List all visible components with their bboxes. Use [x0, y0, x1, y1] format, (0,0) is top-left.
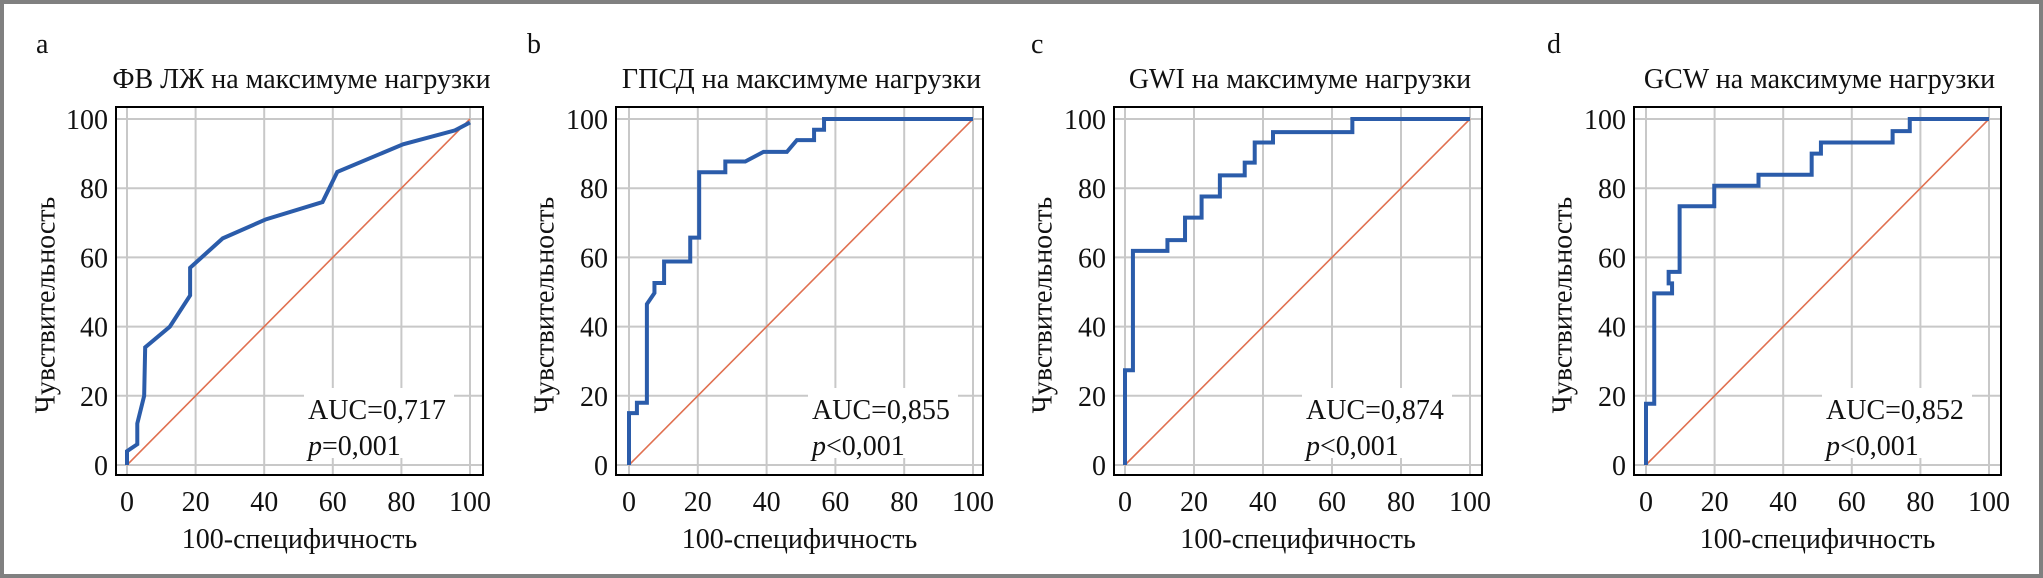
p-symbol: p — [810, 431, 826, 462]
p-value: <0,001 — [826, 431, 905, 462]
roc-figure: aФВ ЛЖ на максимуме нагрузки002020404060… — [30, 29, 2010, 555]
p-value-label: p<0,001 — [1824, 431, 1919, 462]
annotation-background — [1822, 388, 1972, 458]
chart-title: ФВ ЛЖ на максимуме нагрузки — [112, 64, 490, 95]
y-tick-label: 40 — [580, 313, 608, 344]
roc-curve — [1123, 117, 1470, 465]
auc-label: AUC=0,874 — [1306, 395, 1444, 426]
axes-box — [615, 106, 984, 476]
y-tick-label: 60 — [1078, 243, 1106, 274]
y-axis-label: Чувствительность — [30, 197, 61, 414]
x-tick-label: 0 — [622, 487, 636, 518]
annotation-background — [1302, 388, 1452, 458]
x-axis-label: 100-специфичность — [182, 524, 417, 555]
p-value-label: p<0,001 — [1304, 431, 1399, 462]
auc-label: AUC=0,852 — [1826, 395, 1964, 426]
panel-letter: d — [1547, 29, 1561, 60]
roc-curve — [125, 120, 471, 465]
y-tick-label: 100 — [1064, 105, 1106, 136]
p-value: <0,001 — [1840, 431, 1919, 462]
x-axis-label: 100-специфичность — [1180, 524, 1415, 555]
p-symbol: p — [1824, 431, 1840, 462]
panel-letter: c — [1031, 29, 1043, 60]
y-tick-label: 20 — [1598, 382, 1626, 413]
x-axis-label: 100-специфичность — [682, 524, 917, 555]
y-tick-label: 0 — [594, 451, 608, 482]
y-tick-label: 0 — [94, 451, 108, 482]
x-tick-label: 80 — [890, 487, 918, 518]
panel-letter: a — [36, 29, 49, 60]
x-tick-label: 80 — [1906, 487, 1934, 518]
y-tick-label: 60 — [580, 243, 608, 274]
y-tick-label: 60 — [80, 243, 108, 274]
y-tick-label: 80 — [580, 174, 608, 205]
y-tick-label: 40 — [1078, 313, 1106, 344]
y-axis-label: Чувствительность — [1027, 197, 1058, 414]
reference-diagonal-line — [1124, 118, 1471, 466]
y-tick-label: 20 — [580, 382, 608, 413]
x-tick-label: 40 — [753, 487, 781, 518]
roc-curve — [627, 117, 973, 465]
x-tick-label: 100 — [449, 487, 491, 518]
y-tick-label: 60 — [1598, 243, 1626, 274]
x-tick-label: 100 — [952, 487, 994, 518]
y-tick-label: 40 — [80, 313, 108, 344]
y-tick-label: 0 — [1612, 451, 1626, 482]
x-tick-label: 60 — [1838, 487, 1866, 518]
x-tick-label: 100 — [1449, 487, 1491, 518]
y-tick-label: 100 — [566, 105, 608, 136]
auc-label: AUC=0,717 — [308, 395, 446, 426]
x-tick-label: 20 — [182, 487, 210, 518]
reference-diagonal-line — [126, 118, 471, 466]
x-tick-label: 20 — [1180, 487, 1208, 518]
annotation-background — [808, 388, 958, 458]
chart-title: GCW на максимуме нагрузки — [1644, 64, 1995, 95]
auc-label: AUC=0,855 — [812, 395, 950, 426]
reference-diagonal-line — [1645, 118, 1990, 466]
x-tick-label: 0 — [1639, 487, 1653, 518]
x-tick-label: 40 — [250, 487, 278, 518]
y-tick-label: 0 — [1092, 451, 1106, 482]
x-tick-label: 0 — [120, 487, 134, 518]
y-tick-label: 20 — [1078, 382, 1106, 413]
p-value: =0,001 — [322, 431, 401, 462]
x-tick-label: 20 — [684, 487, 712, 518]
x-tick-label: 60 — [821, 487, 849, 518]
chart-title: ГПСД на максимуме нагрузки — [622, 64, 981, 95]
roc-curve — [1644, 117, 1989, 465]
y-tick-label: 80 — [80, 174, 108, 205]
y-tick-label: 100 — [1584, 105, 1626, 136]
x-tick-label: 40 — [1769, 487, 1797, 518]
chart-title: GWI на максимуме нагрузки — [1129, 64, 1471, 95]
x-axis-label: 100-специфичность — [1700, 524, 1935, 555]
axes-box — [1113, 106, 1483, 476]
y-tick-label: 80 — [1598, 174, 1626, 205]
x-tick-label: 0 — [1118, 487, 1132, 518]
x-tick-label: 80 — [387, 487, 415, 518]
axes-box — [115, 106, 484, 476]
x-tick-label: 60 — [319, 487, 347, 518]
panel-letter: b — [527, 29, 541, 60]
y-tick-label: 40 — [1598, 313, 1626, 344]
y-tick-label: 100 — [66, 105, 108, 136]
p-symbol: p — [306, 431, 322, 462]
p-value-label: p<0,001 — [810, 431, 905, 462]
y-tick-label: 80 — [1078, 174, 1106, 205]
y-axis-label: Чувствительность — [529, 197, 560, 414]
p-symbol: p — [1304, 431, 1320, 462]
x-tick-label: 100 — [1968, 487, 2010, 518]
y-tick-label: 20 — [80, 382, 108, 413]
p-value: <0,001 — [1320, 431, 1399, 462]
x-tick-label: 80 — [1387, 487, 1415, 518]
p-value-label: p=0,001 — [306, 431, 401, 462]
axes-box — [1633, 106, 2002, 476]
y-axis-label: Чувствительность — [1547, 197, 1578, 414]
reference-diagonal-line — [628, 118, 974, 466]
x-tick-label: 20 — [1701, 487, 1729, 518]
x-tick-label: 60 — [1318, 487, 1346, 518]
x-tick-label: 40 — [1249, 487, 1277, 518]
annotation-background — [304, 388, 454, 458]
